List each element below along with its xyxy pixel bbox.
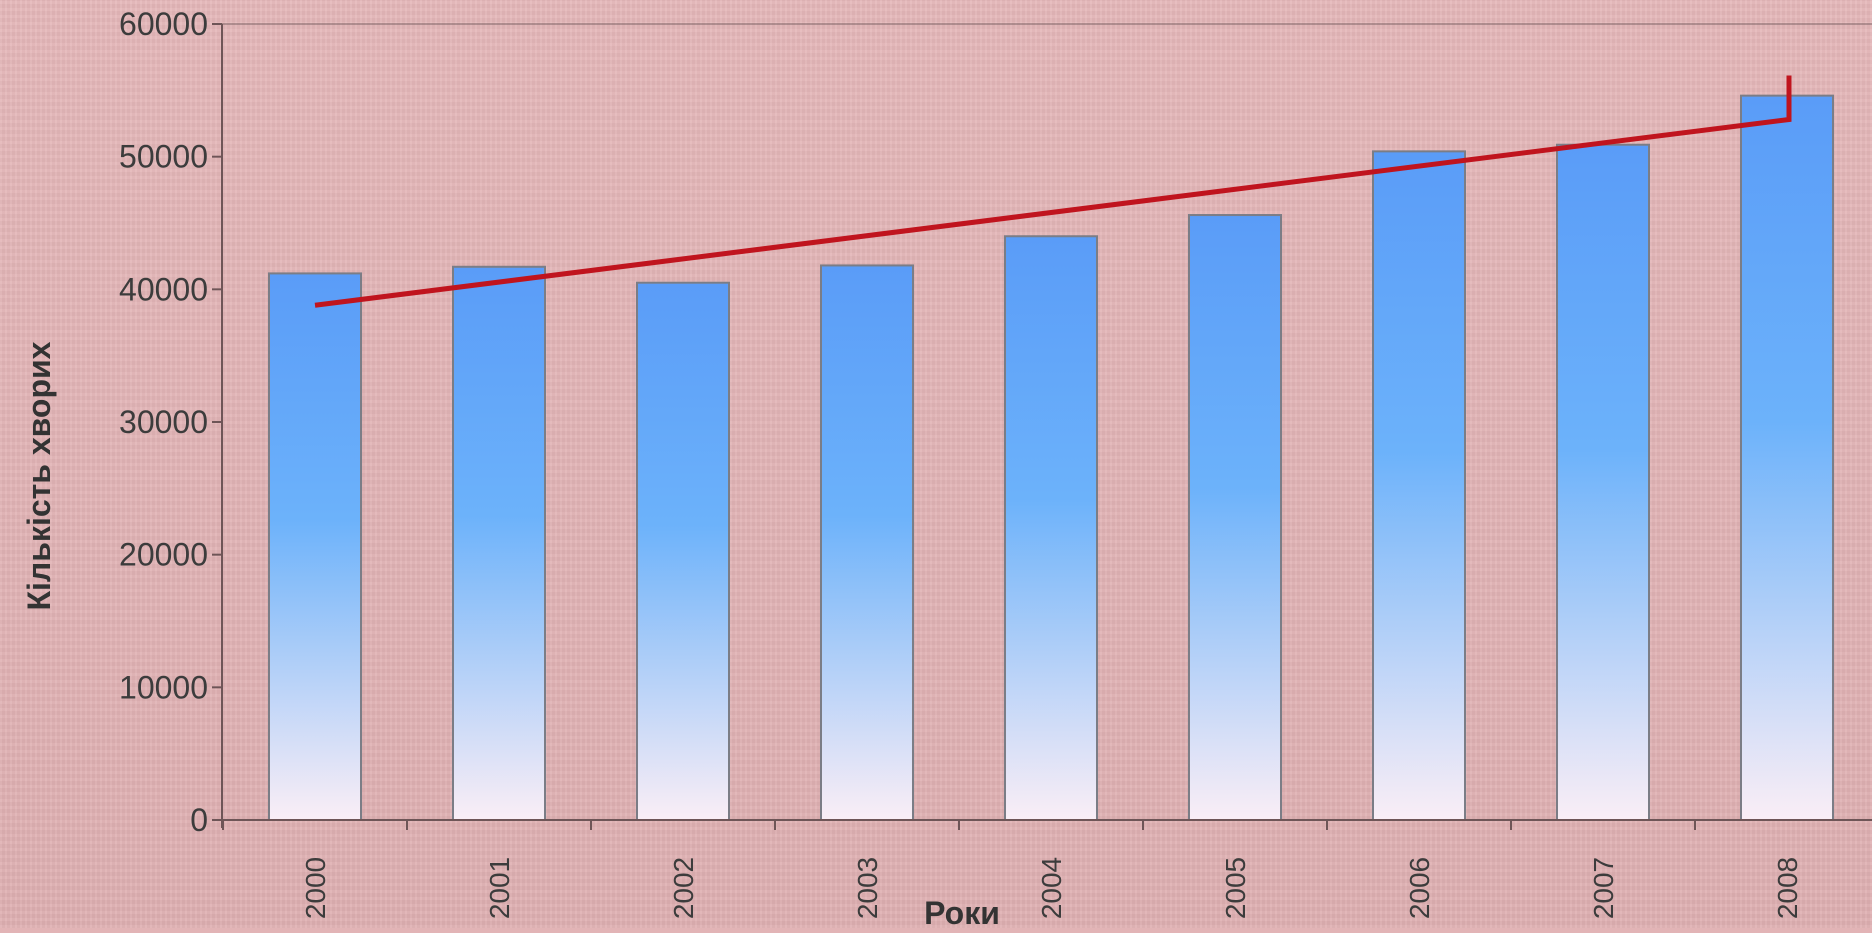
- x-tick-label-2005: 2005: [1220, 857, 1251, 919]
- x-tick-label-2007: 2007: [1588, 857, 1619, 919]
- x-tick-label-2004: 2004: [1036, 857, 1067, 919]
- trendline: [314, 75, 1792, 308]
- bar-2001: [452, 265, 546, 821]
- x-tick-label-2001: 2001: [484, 857, 515, 919]
- y-tick-label: 40000: [119, 271, 208, 307]
- x-axis-title: Роки: [924, 895, 1000, 928]
- bar-2000: [268, 272, 362, 821]
- bar-2005: [1188, 214, 1282, 822]
- bar-2004: [1004, 235, 1098, 821]
- x-tick-label-2006: 2006: [1404, 857, 1435, 919]
- y-tick-label: 60000: [119, 6, 208, 42]
- bar-2007: [1556, 143, 1650, 821]
- x-tick-label-2000: 2000: [300, 857, 331, 919]
- axes-layer: [212, 23, 1872, 830]
- bars-layer: [268, 94, 1834, 822]
- tick-labels-layer: 0 10000 20000 30000 40000 50000 60000 2000 2001 2…: [119, 6, 1803, 919]
- y-tick-label: 30000: [119, 404, 208, 440]
- x-tick-label-2002: 2002: [668, 857, 699, 919]
- y-tick-label: 10000: [119, 669, 208, 705]
- x-tick-label-2008: 2008: [1772, 857, 1803, 919]
- bar-2003: [820, 264, 914, 822]
- trendline-layer: [314, 75, 1792, 308]
- y-axis-title: Кількість хворих: [21, 341, 57, 610]
- y-tick-label: 50000: [119, 139, 208, 175]
- x-tick-label-2003: 2003: [852, 857, 883, 919]
- y-tick-label: 20000: [119, 537, 208, 573]
- y-tick-label: 0: [190, 802, 208, 838]
- bar-2006: [1372, 150, 1466, 822]
- bar-2008: [1740, 94, 1834, 821]
- bar-2002: [636, 281, 730, 821]
